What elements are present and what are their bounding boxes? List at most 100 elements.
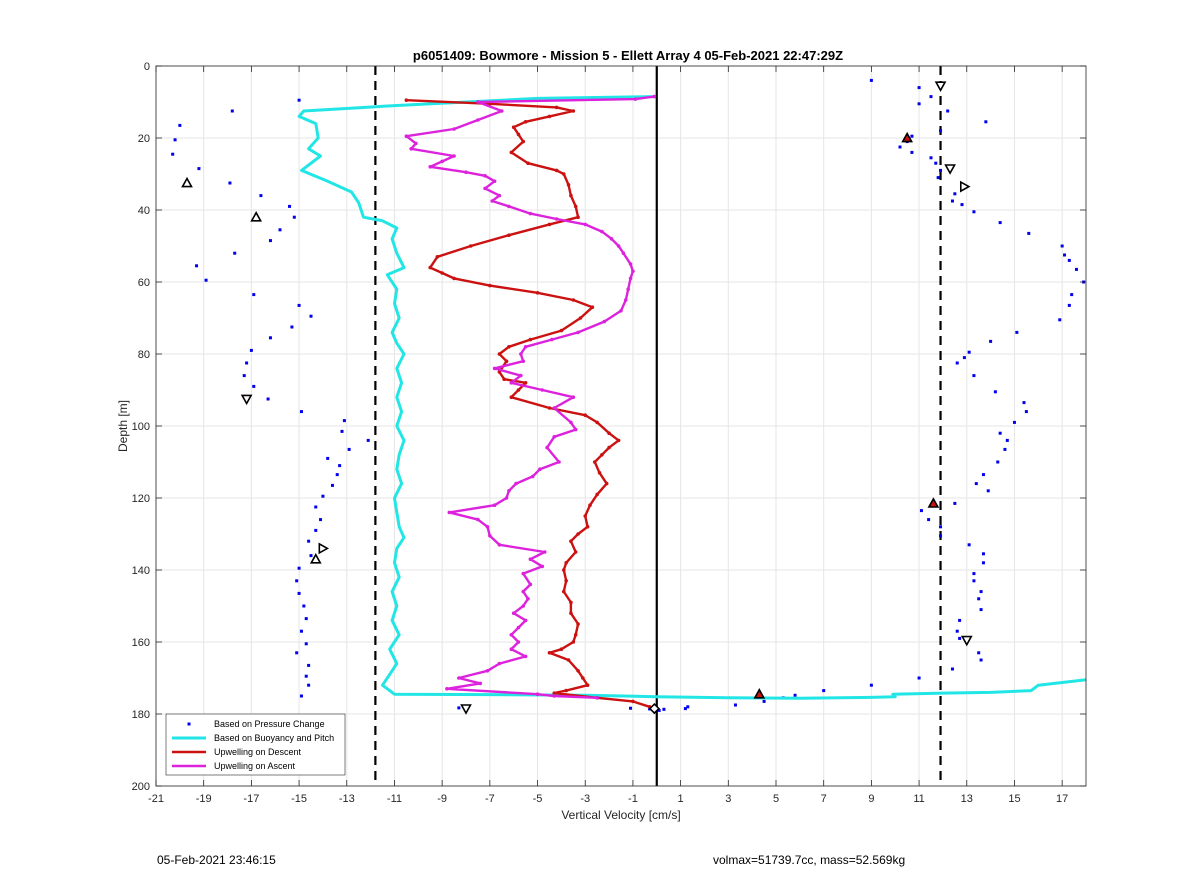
pressure-point <box>981 561 985 565</box>
data-point <box>592 460 597 464</box>
x-tick-label: -1 <box>628 793 638 805</box>
data-point <box>526 597 530 601</box>
data-point <box>452 276 456 281</box>
data-point <box>566 183 571 187</box>
data-point <box>523 345 528 349</box>
data-point <box>497 352 502 356</box>
data-point <box>492 179 497 183</box>
pressure-point <box>288 204 292 208</box>
pressure-point <box>977 597 981 601</box>
series-layer <box>171 78 1087 712</box>
data-point <box>476 517 480 522</box>
x-tick-label: 13 <box>961 793 973 805</box>
data-point <box>559 328 564 333</box>
pressure-point <box>299 410 303 414</box>
data-point <box>564 579 568 583</box>
data-point <box>564 561 568 565</box>
data-point <box>409 147 413 151</box>
pressure-point <box>996 460 1000 464</box>
data-point <box>554 217 559 221</box>
triangle-up-marker <box>181 176 193 188</box>
pressure-point <box>979 658 983 662</box>
x-tick-label: -13 <box>339 793 355 805</box>
data-point <box>414 141 418 146</box>
pressure-point <box>953 192 957 196</box>
data-point <box>468 244 473 248</box>
pressure-point <box>297 566 301 570</box>
data-point <box>550 337 554 342</box>
data-point <box>526 161 530 165</box>
pressure-point <box>657 708 661 712</box>
x-tick-label: -19 <box>196 793 212 805</box>
data-point <box>552 435 557 439</box>
data-point <box>519 352 523 356</box>
triangle-down-marker <box>934 81 947 92</box>
data-point <box>521 139 526 144</box>
data-point <box>490 199 495 203</box>
pressure-point <box>307 683 311 687</box>
pressure-point <box>335 473 339 477</box>
data-point <box>485 669 490 673</box>
data-point <box>590 305 595 310</box>
data-point <box>600 453 604 457</box>
pressure-point <box>762 699 766 703</box>
data-point <box>509 381 514 385</box>
data-point <box>576 669 580 673</box>
pressure-point <box>1058 318 1062 322</box>
pressure-point <box>917 86 921 90</box>
pressure-point <box>998 221 1002 225</box>
pressure-point <box>993 390 997 394</box>
data-point <box>571 395 576 400</box>
pressure-point <box>252 384 256 388</box>
pressure-point <box>242 374 246 378</box>
data-point <box>440 159 444 164</box>
pressure-point <box>299 629 303 633</box>
data-point <box>457 676 461 680</box>
pressure-point <box>249 348 253 352</box>
triangle-up-marker <box>927 497 940 508</box>
data-point <box>509 647 514 651</box>
x-tick-label: -15 <box>291 793 307 805</box>
pressure-point <box>793 693 797 697</box>
pressure-point <box>960 203 964 207</box>
pressure-point <box>927 518 931 522</box>
data-point <box>492 366 497 371</box>
pressure-point <box>233 251 237 255</box>
legend-label: Based on Pressure Change <box>214 719 325 729</box>
pressure-point <box>178 123 182 127</box>
y-tick-label: 200 <box>132 781 150 793</box>
data-point <box>554 168 559 173</box>
y-tick-label: 100 <box>132 421 150 433</box>
pressure-point <box>297 303 301 307</box>
pressure-point <box>304 674 308 678</box>
pressure-point <box>986 489 990 493</box>
legend-swatch <box>187 722 191 726</box>
data-point <box>447 510 452 515</box>
legend: Based on Pressure Change Based on Buoyanc… <box>165 713 346 776</box>
data-point <box>559 647 564 651</box>
grid <box>155 65 1086 787</box>
pressure-point <box>295 579 299 583</box>
data-point <box>576 215 580 219</box>
data-point <box>621 251 626 255</box>
pressure-point <box>967 350 971 354</box>
data-point <box>569 193 573 198</box>
data-point <box>464 170 468 174</box>
data-point <box>492 503 497 508</box>
pressure-point <box>939 168 943 172</box>
pressure-point <box>1060 244 1064 248</box>
pressure-point <box>297 98 301 102</box>
pressure-point <box>1070 293 1074 297</box>
pressure-point <box>979 608 983 612</box>
data-point <box>616 244 621 248</box>
pressure-point <box>1015 330 1019 334</box>
triangle-up-marker <box>901 131 914 143</box>
data-point <box>497 543 502 547</box>
data-point <box>576 330 580 335</box>
x-tick-label: 9 <box>868 793 874 805</box>
data-point <box>628 276 633 281</box>
pressure-point <box>309 314 313 318</box>
pressure-point <box>977 651 981 655</box>
data-point <box>521 604 526 608</box>
triangle-up-marker <box>309 553 322 564</box>
